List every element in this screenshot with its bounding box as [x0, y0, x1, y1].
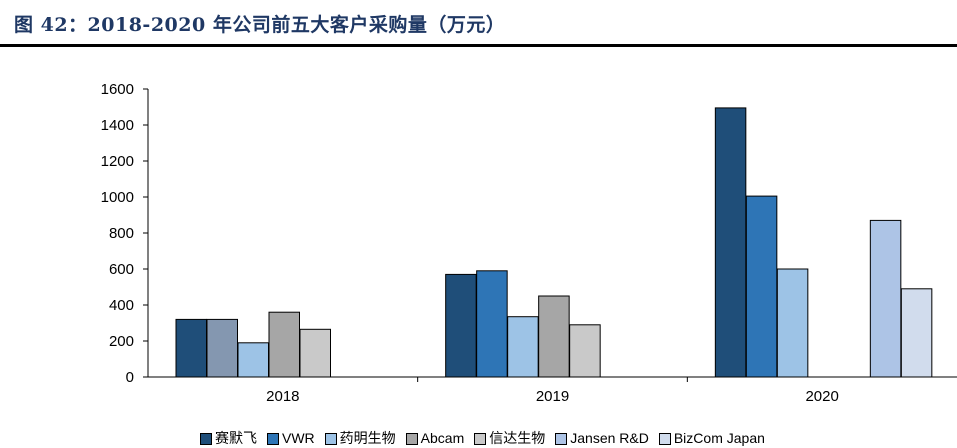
bar: [900, 288, 933, 378]
y-tick-label: 400: [109, 297, 134, 314]
bar: [869, 219, 902, 378]
bar: [237, 342, 269, 378]
y-tick-label: 600: [109, 261, 134, 278]
legend-item: Abcam: [405, 430, 465, 446]
y-tick-label: 1200: [101, 153, 134, 170]
legend-label: Abcam: [420, 430, 465, 446]
legend-swatch: [405, 433, 418, 446]
title-rule: [0, 44, 957, 47]
y-tick-label: 1400: [101, 117, 134, 134]
bar: [206, 318, 238, 378]
legend-item: BizCom Japan: [658, 430, 765, 446]
legend-item: 赛默飞: [200, 428, 257, 448]
legend-label: BizCom Japan: [673, 430, 765, 446]
bar: [299, 328, 331, 378]
legend-swatch: [658, 433, 671, 446]
x-tick-label: 2018: [266, 388, 299, 405]
legend-item: 信达生物: [474, 428, 545, 448]
y-tick-label: 1000: [101, 189, 134, 206]
legend-label: 药明生物: [339, 430, 396, 446]
legend-label: 赛默飞: [215, 430, 257, 446]
bar: [175, 318, 207, 378]
legend-item: VWR: [267, 430, 315, 446]
bar: [445, 273, 477, 378]
bar: [507, 316, 539, 378]
bar: [476, 270, 508, 378]
y-tick-label: 0: [126, 369, 134, 386]
y-tick-label: 1600: [101, 81, 134, 98]
legend-swatch: [200, 433, 212, 446]
legend-item: 药明生物: [324, 428, 396, 448]
legend-swatch: [474, 433, 487, 446]
bar: [776, 268, 809, 378]
y-tick-label: 200: [109, 333, 134, 350]
chart-legend: 赛默飞 VWR 药明生物 Abcam 信达生物 Jansen R&D BizCom Japa…: [200, 428, 775, 448]
legend-label: 信达生物: [489, 430, 546, 446]
bar: [569, 324, 601, 378]
x-tick-label: 2019: [536, 388, 569, 405]
x-tick-label: 2020: [805, 388, 838, 405]
bar: [538, 295, 570, 378]
bar: [745, 195, 778, 378]
bar: [268, 311, 300, 378]
legend-label: Jansen R&D: [570, 430, 649, 446]
legend-swatch: [267, 433, 279, 446]
bar: [714, 107, 747, 378]
legend-label: VWR: [282, 430, 315, 446]
legend-swatch: [555, 433, 568, 446]
legend-swatch: [324, 433, 337, 446]
figure-title: 图 42：2018-2020 年公司前五大客户采购量（万元）: [14, 14, 506, 36]
y-tick-label: 800: [109, 225, 134, 242]
legend-item: Jansen R&D: [555, 430, 649, 446]
